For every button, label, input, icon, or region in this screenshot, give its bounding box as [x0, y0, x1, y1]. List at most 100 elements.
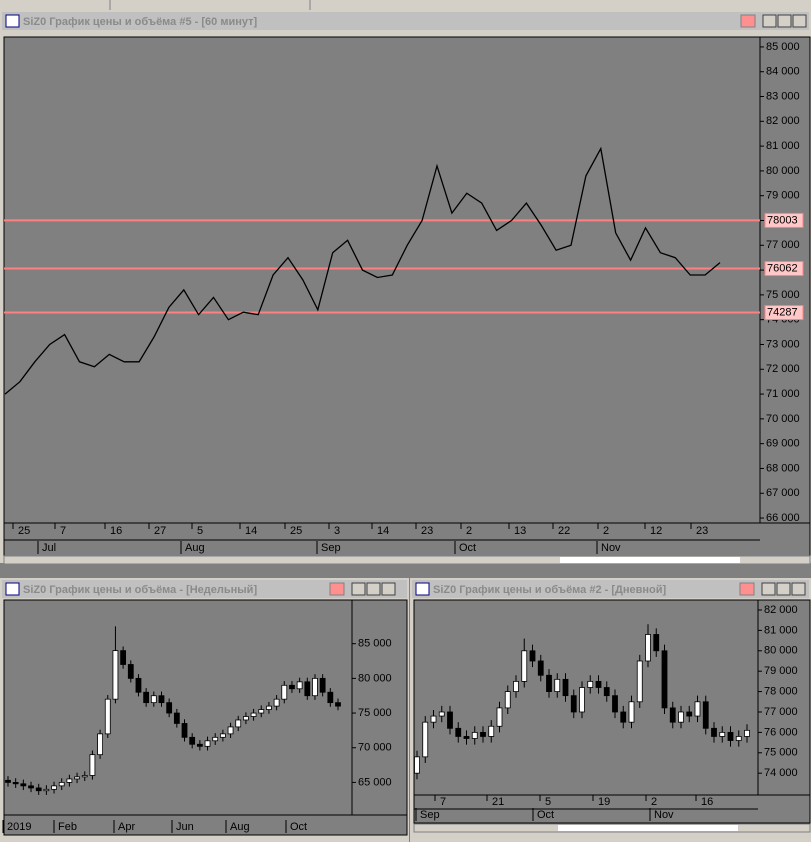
candle-body: [620, 711, 627, 723]
x-tick-label: 2: [603, 525, 609, 537]
close-button[interactable]: [792, 14, 807, 28]
candle-body: [471, 731, 478, 739]
x-tick-label: 27: [154, 525, 166, 537]
x-tick-label: 21: [492, 796, 504, 808]
candle-body: [521, 650, 528, 682]
y-tick-label: 85 000: [358, 638, 392, 650]
candle-body: [20, 783, 27, 787]
x-month-label: Jun: [176, 821, 194, 833]
candle-body: [166, 702, 173, 714]
candle-body: [694, 701, 701, 717]
x-tick-label: 16: [701, 796, 713, 808]
y-tick-label: 66 000: [766, 512, 800, 524]
candle-body: [212, 736, 219, 742]
y-tick-label: 77 000: [766, 239, 800, 251]
candle-body: [327, 691, 334, 704]
x-month-label: Oct: [290, 821, 307, 833]
maximize-button[interactable]: [366, 582, 381, 596]
candle-body: [51, 785, 57, 790]
candle-body: [304, 681, 311, 697]
candle-body: [319, 677, 326, 693]
candle-body: [414, 756, 420, 774]
candle-body: [243, 716, 249, 721]
candle-body: [74, 776, 80, 780]
plot-area: [3, 599, 353, 816]
price-axis: [759, 36, 811, 524]
scroll-thumb[interactable]: [558, 825, 738, 831]
level-label-box: [764, 212, 804, 228]
window-icon: [5, 582, 20, 596]
scrollbar[interactable]: [3, 555, 811, 565]
y-tick-label: 80 000: [764, 645, 798, 657]
y-tick-label: 72 000: [766, 363, 800, 375]
candle-body: [595, 680, 602, 688]
link-button[interactable]: [329, 582, 345, 596]
candle-body: [58, 782, 65, 787]
candle-body: [158, 695, 165, 704]
y-tick-label: 82 000: [766, 115, 800, 127]
candle-body: [678, 711, 684, 723]
y-tick-label: 71 000: [766, 388, 800, 400]
level-label: 76062: [767, 262, 798, 274]
candle-body: [636, 660, 643, 703]
window-title: SiZ0 График цены и объёма - [Недельный]: [23, 584, 257, 596]
minimize-button[interactable]: [761, 582, 776, 596]
minimize-button[interactable]: [762, 14, 777, 28]
candle-body: [702, 701, 709, 729]
candle-body: [135, 677, 142, 693]
x-tick-label: 12: [650, 525, 662, 537]
candle-body: [719, 731, 726, 737]
x-month-label: Nov: [654, 809, 674, 821]
x-month-label: Nov: [601, 542, 621, 554]
candle-body: [587, 680, 594, 688]
window-title: SiZ0 График цены и объёма #5 - [60 минут…: [23, 16, 258, 28]
candle-body: [480, 731, 486, 737]
y-tick-label: 79 000: [766, 190, 800, 202]
x-tick-label: 7: [60, 525, 66, 537]
candle-body: [488, 725, 495, 737]
candle-body: [127, 664, 134, 679]
scroll-thumb[interactable]: [560, 557, 740, 563]
price-axis: [757, 599, 811, 796]
candle-body: [28, 785, 34, 789]
candle-body: [447, 711, 453, 729]
candle-body: [289, 684, 295, 690]
y-tick-label: 74 000: [764, 767, 798, 779]
candle-body: [81, 775, 88, 778]
y-tick-label: 83 000: [766, 90, 800, 102]
y-tick-label: 78 000: [764, 685, 798, 697]
candle-body: [735, 736, 742, 741]
x-tick-label: 23: [421, 525, 433, 537]
x-tick-label: 16: [110, 525, 122, 537]
x-month-label: Oct: [459, 542, 476, 554]
candle-body: [430, 715, 437, 723]
candle-body: [529, 650, 536, 662]
x-tick-label: 5: [197, 525, 203, 537]
candle-body: [422, 721, 429, 758]
candle-body: [645, 634, 651, 662]
title-bar: [2, 580, 407, 598]
x-month-label: Feb: [58, 821, 77, 833]
x-tick-label: 25: [290, 525, 302, 537]
y-tick-label: 68 000: [766, 462, 800, 474]
candle-body: [537, 660, 544, 676]
price-line: [4, 146, 721, 395]
maximize-button[interactable]: [776, 582, 791, 596]
candle-body: [273, 698, 280, 707]
candle-body: [196, 743, 203, 747]
candle-body: [173, 712, 180, 724]
y-tick-label: 80 000: [766, 165, 800, 177]
x-tick-label: 14: [245, 525, 257, 537]
candle-body: [181, 723, 188, 738]
minimize-button[interactable]: [351, 582, 366, 596]
link-button[interactable]: [740, 14, 756, 28]
candle-body: [120, 650, 127, 665]
close-button[interactable]: [791, 582, 806, 596]
link-button[interactable]: [739, 582, 755, 596]
x-tick-label: 2: [466, 525, 472, 537]
close-button[interactable]: [381, 582, 396, 596]
y-tick-label: 70 000: [358, 742, 392, 754]
maximize-button[interactable]: [777, 14, 792, 28]
plot-area: [413, 599, 759, 796]
x-tick-label: 14: [377, 525, 389, 537]
